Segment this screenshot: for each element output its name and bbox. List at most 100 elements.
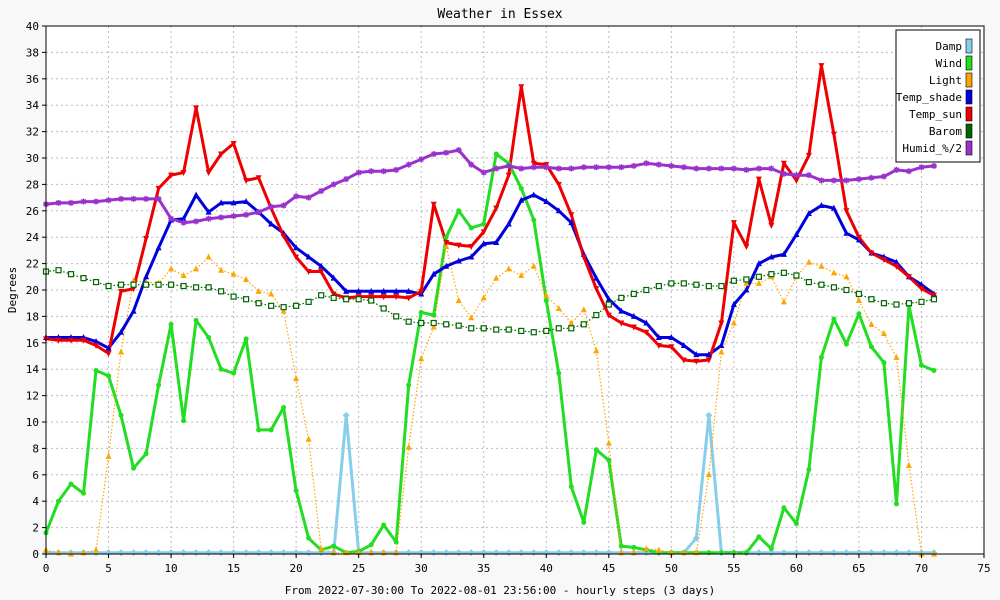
light-point	[730, 319, 737, 326]
wind-point	[493, 151, 499, 157]
temp-shade-point	[468, 253, 475, 260]
light-point	[193, 265, 200, 272]
temp-sun-point	[680, 357, 687, 364]
light-point	[468, 314, 475, 321]
barom-point	[368, 297, 375, 304]
temp-shade-point	[455, 257, 462, 264]
temp-sun-point	[718, 320, 725, 327]
light-point	[655, 546, 662, 553]
wind-point	[631, 544, 637, 550]
light-point	[905, 462, 912, 469]
barom-point	[268, 302, 275, 309]
temp-sun-point	[418, 288, 425, 295]
y-tick-label: 4	[32, 495, 39, 508]
temp-sun-point	[518, 84, 525, 91]
temp-sun-point	[80, 337, 87, 344]
light-point	[505, 265, 512, 272]
barom-point	[217, 288, 225, 295]
wind-point	[581, 519, 587, 525]
humid-2-point	[380, 168, 387, 175]
humid-2-point	[280, 202, 287, 209]
humid-2-point	[655, 161, 662, 168]
temp-sun-point	[918, 286, 925, 293]
barom-point	[568, 325, 575, 332]
barom-point	[630, 290, 637, 298]
temp-shade-point	[268, 220, 275, 227]
temp-shade-point	[518, 196, 525, 203]
barom-point	[905, 300, 913, 307]
temp-sun-point	[643, 329, 650, 336]
legend-label: Temp_sun	[909, 108, 962, 121]
barom-point	[142, 281, 150, 288]
legend-swatch	[965, 140, 973, 156]
temp-sun-point	[855, 234, 862, 241]
legend-label: Temp_shade	[896, 91, 962, 104]
wind-point	[556, 370, 562, 376]
temp-sun-point	[118, 288, 125, 295]
humid-2-point	[168, 215, 175, 222]
barom-point	[705, 282, 712, 290]
temp-shade-point	[593, 274, 600, 281]
light-point	[743, 279, 750, 286]
wind-point	[568, 484, 574, 490]
temp-shade-point	[918, 281, 925, 288]
light-point	[405, 443, 412, 450]
temp-shade-point	[568, 219, 575, 226]
barom-point	[918, 298, 925, 305]
temp-shade-point	[543, 198, 550, 205]
barom-point	[80, 275, 87, 282]
temp-shade-point	[293, 244, 300, 251]
temp-sun-point	[505, 172, 512, 179]
barom-point	[643, 286, 650, 294]
light-point	[305, 435, 312, 442]
temp-shade-point	[705, 351, 712, 358]
wind-point	[806, 467, 812, 473]
temp-shade-point	[105, 344, 112, 351]
light-point	[855, 297, 862, 304]
x-axis-ticks: 0 5 10 15 20 25 30 35 40 45 50 55 60 65 70 75	[43, 554, 991, 575]
wind-point	[368, 542, 374, 548]
temp-shade-point	[330, 274, 337, 281]
humid-2-point	[805, 172, 812, 179]
temp-sun-point	[68, 337, 75, 344]
humid-2-point	[530, 164, 537, 171]
temp-shade-point	[218, 199, 225, 206]
temp-sun-point	[468, 243, 475, 250]
humid-2-point	[393, 166, 400, 173]
light-point	[893, 353, 900, 360]
humid-2-point	[343, 176, 350, 183]
x-tick-label: 65	[852, 562, 865, 575]
temp-sun-point	[230, 140, 237, 147]
temp-sun-point	[405, 295, 412, 302]
humid-2-point	[755, 165, 762, 172]
x-tick-label: 0	[43, 562, 50, 575]
barom-point	[830, 284, 838, 291]
humid-2-point	[68, 199, 75, 206]
light-point	[555, 304, 562, 311]
light-point	[480, 294, 487, 301]
barom-point	[92, 278, 100, 286]
light-point	[818, 262, 825, 269]
wind-point	[81, 490, 87, 496]
wind-point	[881, 360, 887, 366]
barom-point	[255, 300, 262, 307]
x-tick-label: 75	[977, 562, 990, 575]
temp-sun-point	[105, 350, 112, 357]
barom-point	[543, 327, 550, 335]
humid-2-point	[93, 198, 100, 205]
temp-shade-point	[318, 262, 325, 269]
barom-point	[468, 325, 475, 332]
wind-point	[618, 543, 624, 549]
humid-2-point	[118, 195, 125, 202]
temp-shade-point	[480, 240, 487, 247]
humid-2-point	[830, 177, 837, 184]
humid-2-point	[193, 218, 200, 225]
wind-point	[443, 234, 449, 240]
temp-sun-point	[730, 220, 737, 227]
light-point	[418, 355, 425, 362]
barom-point	[243, 296, 250, 303]
barom-point	[855, 290, 863, 298]
y-tick-label: 20	[26, 284, 39, 297]
damp-point	[342, 411, 350, 419]
